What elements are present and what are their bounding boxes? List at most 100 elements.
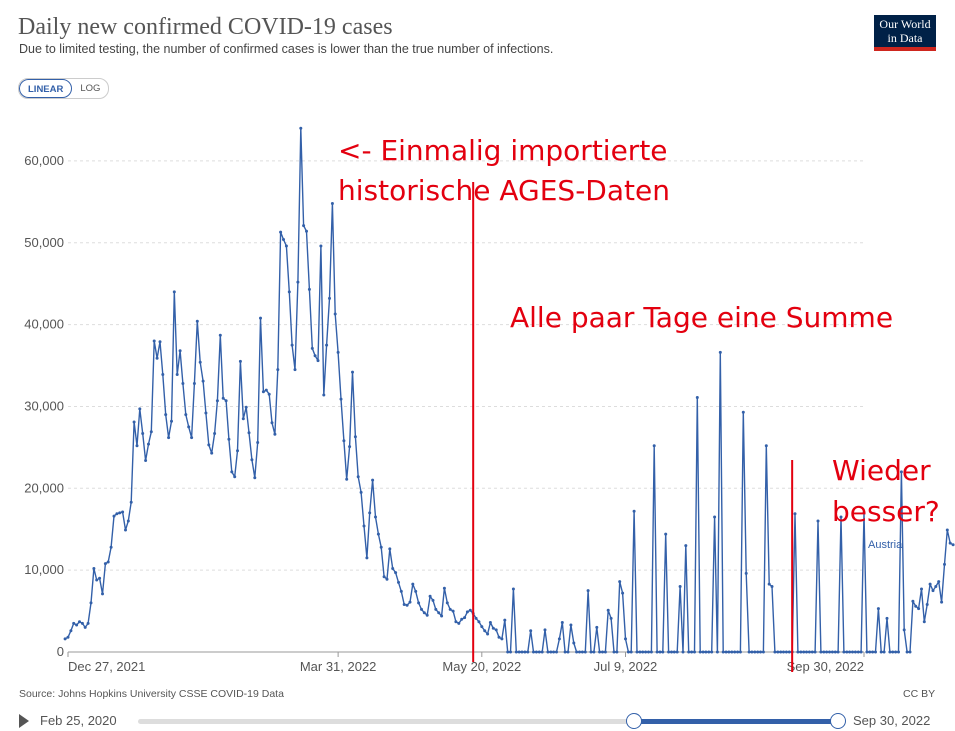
annotation-better-line1: Wieder: [832, 454, 931, 487]
timeline-start-handle[interactable]: [625, 713, 642, 729]
data-point: [718, 350, 722, 354]
x-tick-label: May 20, 2022: [442, 659, 521, 674]
data-point: [563, 650, 567, 654]
data-point: [451, 609, 455, 613]
data-point: [480, 625, 484, 629]
data-point: [276, 368, 280, 372]
data-point: [345, 477, 349, 481]
data-point: [684, 544, 688, 548]
data-point: [813, 650, 817, 654]
annotation-sum: Alle paar Tage eine Summe: [510, 301, 893, 334]
play-icon[interactable]: [19, 714, 29, 728]
series-austria: [63, 126, 955, 654]
data-point: [178, 349, 182, 353]
data-point: [776, 650, 780, 654]
owid-logo[interactable]: Our World in Data: [874, 15, 936, 51]
data-point: [626, 650, 630, 654]
data-point: [575, 650, 579, 654]
data-point: [583, 650, 587, 654]
data-point: [721, 650, 725, 654]
data-point: [302, 224, 306, 228]
data-point: [442, 586, 446, 590]
data-point: [465, 610, 469, 614]
data-point: [897, 650, 900, 654]
data-point: [224, 399, 228, 403]
data-point: [868, 650, 872, 654]
data-point: [638, 650, 642, 654]
data-point: [736, 650, 740, 654]
data-point: [540, 650, 544, 654]
data-point: [147, 442, 150, 446]
data-point: [376, 532, 380, 536]
data-point: [560, 621, 564, 624]
data-point: [279, 230, 283, 234]
data-point: [244, 405, 248, 409]
timeline-track[interactable]: [138, 719, 838, 724]
data-point: [115, 512, 119, 516]
data-point: [192, 382, 196, 385]
data-point: [259, 316, 262, 320]
data-point: [164, 413, 168, 417]
data-point: [655, 650, 659, 654]
data-point: [204, 411, 208, 415]
data-point: [72, 621, 76, 625]
data-point: [830, 650, 834, 654]
log-scale-button[interactable]: LOG: [80, 83, 101, 94]
data-point: [238, 359, 242, 363]
data-point: [256, 441, 260, 444]
data-point: [934, 585, 938, 588]
data-point: [336, 350, 340, 354]
data-point: [195, 319, 199, 323]
data-point: [351, 370, 354, 374]
data-point: [388, 547, 392, 551]
data-point: [500, 637, 504, 641]
data-point: [106, 560, 110, 564]
data-point: [437, 611, 441, 615]
linear-scale-button[interactable]: LINEAR: [19, 79, 73, 98]
data-point: [420, 607, 423, 611]
data-point: [862, 511, 866, 515]
data-point: [509, 650, 512, 654]
data-point: [948, 541, 952, 545]
data-point: [690, 650, 694, 654]
x-axis: Dec 27, 2021 Mar 31, 2022 May 20, 2022 Jul …: [67, 652, 865, 674]
data-point: [330, 202, 334, 205]
data-point: [339, 397, 343, 401]
data-point: [417, 601, 421, 605]
data-point: [124, 528, 127, 532]
data-point: [261, 390, 265, 394]
x-tick-label: Dec 27, 2021: [68, 659, 145, 674]
data-point: [761, 650, 765, 654]
data-point: [382, 575, 386, 579]
data-point: [287, 290, 291, 294]
data-point: [911, 599, 915, 603]
data-point: [555, 650, 558, 654]
data-point: [322, 393, 326, 397]
data-point: [408, 600, 412, 604]
data-point: [733, 650, 737, 654]
data-point: [675, 650, 679, 654]
data-point: [920, 587, 923, 591]
data-point: [282, 238, 285, 241]
data-point: [546, 650, 550, 654]
data-point: [468, 608, 472, 612]
data-point: [828, 650, 831, 654]
data-point: [305, 229, 308, 233]
data-point: [951, 543, 955, 547]
data-point: [773, 650, 777, 654]
data-point: [578, 650, 581, 654]
license-link[interactable]: CC BY: [903, 688, 936, 700]
series-label-austria[interactable]: Austria: [868, 539, 903, 551]
data-point: [488, 621, 492, 624]
data-point: [207, 443, 211, 447]
data-point: [391, 567, 395, 570]
data-point: [770, 585, 774, 588]
data-point: [802, 650, 806, 654]
y-tick-label: 40,000: [24, 317, 64, 332]
data-point: [738, 650, 742, 654]
data-point: [914, 604, 918, 608]
data-point: [290, 343, 294, 347]
timeline-end-handle[interactable]: [830, 713, 846, 729]
data-point: [572, 641, 576, 645]
data-point: [532, 650, 535, 654]
